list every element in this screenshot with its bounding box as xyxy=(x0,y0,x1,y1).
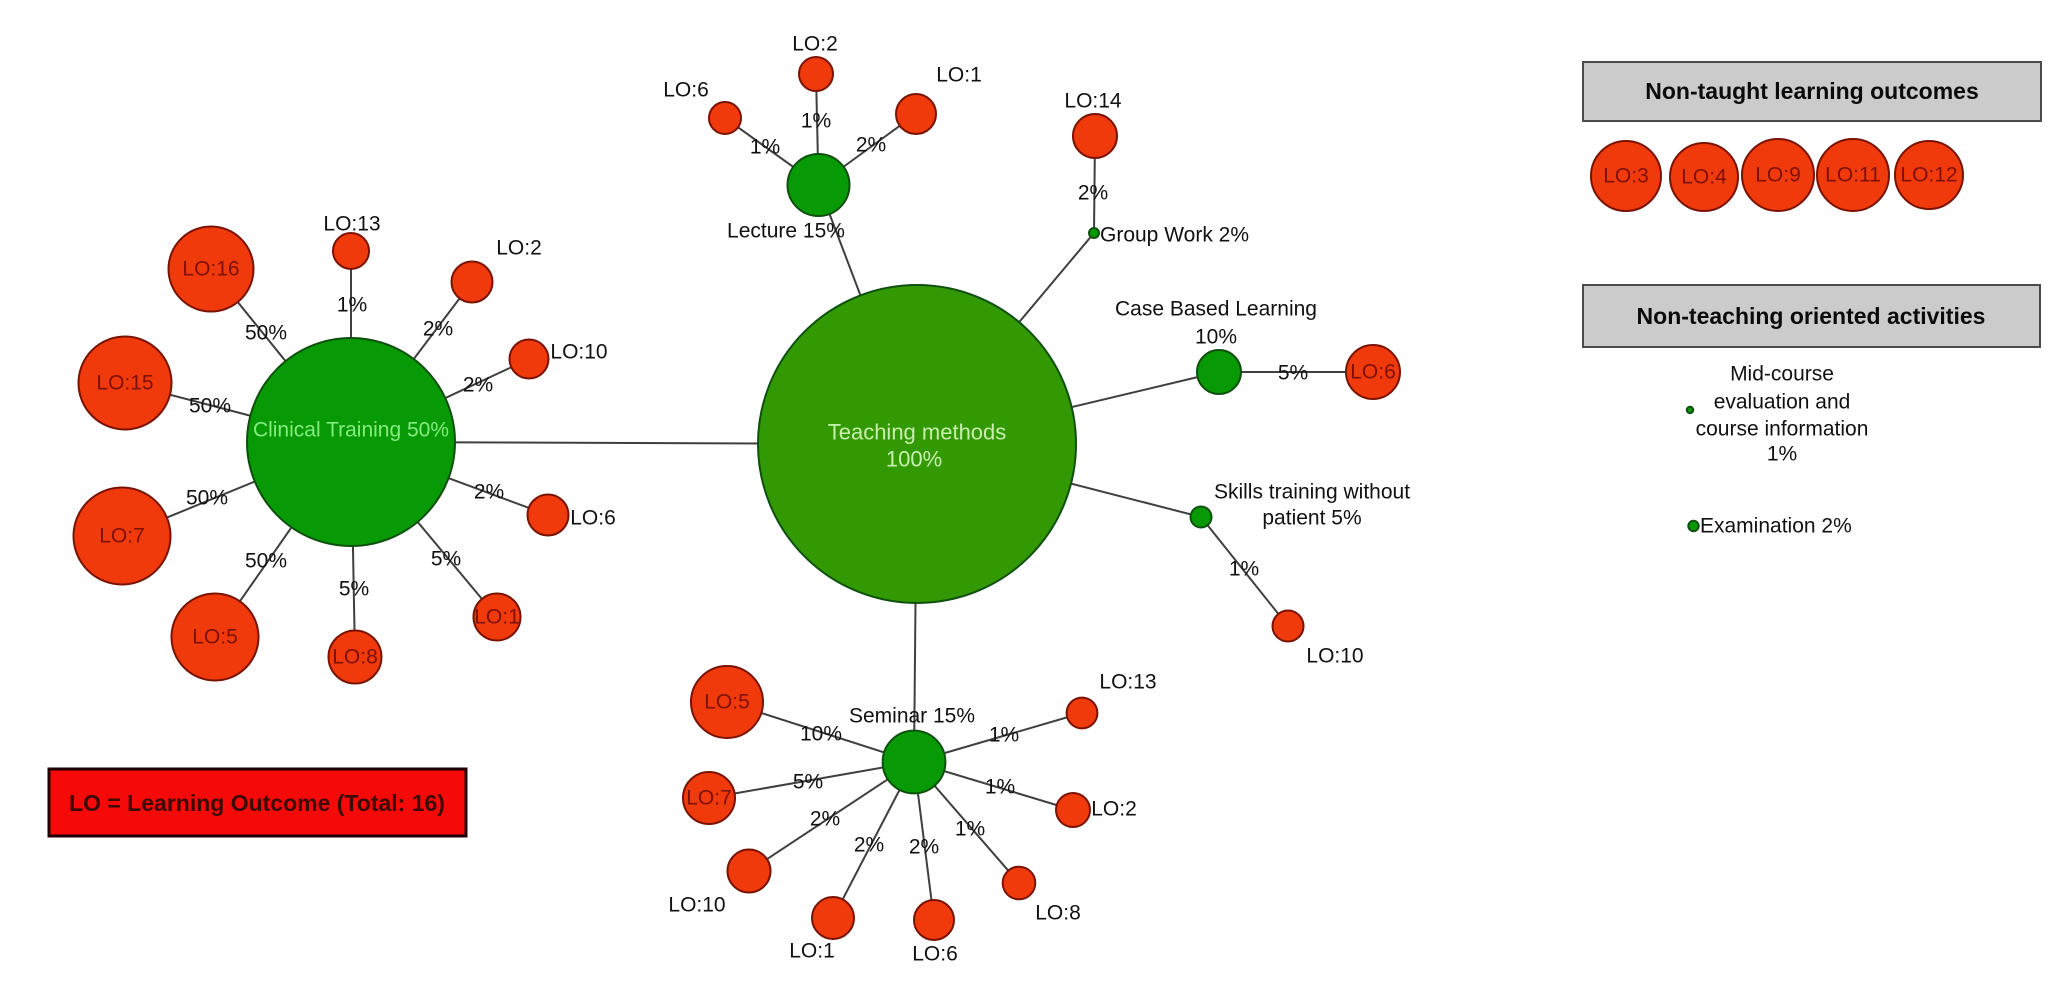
svg-text:evaluation and: evaluation and xyxy=(1714,391,1851,414)
svg-text:LO:1: LO:1 xyxy=(474,606,520,629)
svg-text:LO:7: LO:7 xyxy=(686,787,732,810)
svg-text:LO:5: LO:5 xyxy=(704,691,750,714)
svg-text:LO:10: LO:10 xyxy=(1306,645,1363,668)
svg-text:LO:15: LO:15 xyxy=(96,372,153,395)
svg-text:LO:7: LO:7 xyxy=(99,525,145,548)
svg-text:course information: course information xyxy=(1696,418,1869,441)
svg-text:50%: 50% xyxy=(189,395,231,418)
svg-text:LO:8: LO:8 xyxy=(332,646,378,669)
svg-text:1%: 1% xyxy=(750,136,780,159)
svg-text:2%: 2% xyxy=(423,318,453,341)
svg-text:LO:10: LO:10 xyxy=(668,894,725,917)
svg-text:2%: 2% xyxy=(909,836,939,859)
svg-text:LO:6: LO:6 xyxy=(570,507,616,530)
svg-text:1%: 1% xyxy=(955,818,985,841)
svg-text:LO:9: LO:9 xyxy=(1755,164,1801,187)
svg-text:LO:5: LO:5 xyxy=(192,626,238,649)
svg-text:5%: 5% xyxy=(1278,362,1308,385)
svg-text:1%: 1% xyxy=(1229,558,1259,581)
svg-text:Examination 2%: Examination 2% xyxy=(1700,515,1852,538)
svg-text:5%: 5% xyxy=(339,578,369,601)
svg-text:1%: 1% xyxy=(801,110,831,133)
svg-text:2%: 2% xyxy=(854,834,884,857)
svg-text:Mid-course: Mid-course xyxy=(1730,363,1834,386)
svg-text:5%: 5% xyxy=(793,771,823,794)
svg-text:2%: 2% xyxy=(1078,182,1108,205)
svg-text:LO:12: LO:12 xyxy=(1900,164,1957,187)
svg-text:1%: 1% xyxy=(337,294,367,317)
svg-text:Teaching methods: Teaching methods xyxy=(828,420,1007,445)
svg-text:LO:1: LO:1 xyxy=(789,940,835,963)
svg-text:Non-teaching oriented activiti: Non-teaching oriented activities xyxy=(1637,303,1986,329)
svg-text:Non-taught learning outcomes: Non-taught learning outcomes xyxy=(1645,78,1979,104)
svg-text:2%: 2% xyxy=(474,481,504,504)
svg-text:1%: 1% xyxy=(1767,443,1797,466)
svg-text:Seminar 15%: Seminar 15% xyxy=(849,705,975,728)
svg-text:LO:13: LO:13 xyxy=(1099,671,1156,694)
svg-text:LO:3: LO:3 xyxy=(1603,165,1649,188)
svg-text:LO:6: LO:6 xyxy=(663,79,709,102)
svg-text:Skills training without: Skills training without xyxy=(1214,481,1410,504)
svg-text:Clinical Training 50%: Clinical Training 50% xyxy=(253,419,449,442)
svg-text:LO:8: LO:8 xyxy=(1035,902,1081,925)
svg-text:50%: 50% xyxy=(245,550,287,573)
svg-text:LO:14: LO:14 xyxy=(1064,90,1122,113)
svg-text:2%: 2% xyxy=(463,374,493,397)
svg-text:LO:6: LO:6 xyxy=(1350,361,1396,384)
svg-text:LO:13: LO:13 xyxy=(323,213,380,236)
svg-text:10%: 10% xyxy=(800,723,842,746)
svg-text:LO:2: LO:2 xyxy=(792,33,838,56)
svg-text:10%: 10% xyxy=(1195,326,1237,349)
svg-text:LO:1: LO:1 xyxy=(936,64,982,87)
svg-text:2%: 2% xyxy=(856,134,886,157)
svg-text:50%: 50% xyxy=(186,487,228,510)
svg-text:Lecture 15%: Lecture 15% xyxy=(727,220,845,243)
svg-text:LO:4: LO:4 xyxy=(1681,166,1727,189)
svg-text:LO:10: LO:10 xyxy=(550,341,607,364)
svg-text:LO:16: LO:16 xyxy=(182,258,239,281)
svg-text:LO:11: LO:11 xyxy=(1825,164,1881,187)
svg-text:1%: 1% xyxy=(989,724,1019,747)
svg-text:100%: 100% xyxy=(886,447,942,472)
svg-text:50%: 50% xyxy=(245,322,287,345)
svg-text:LO:2: LO:2 xyxy=(496,237,542,260)
svg-text:2%: 2% xyxy=(810,808,840,831)
svg-text:patient 5%: patient 5% xyxy=(1262,507,1361,530)
svg-text:Group Work 2%: Group Work 2% xyxy=(1100,224,1249,247)
svg-text:LO:2: LO:2 xyxy=(1091,798,1137,821)
svg-text:LO = Learning Outcome (Total:: LO = Learning Outcome (Total: 16) xyxy=(69,790,445,816)
svg-text:1%: 1% xyxy=(985,776,1015,799)
svg-text:LO:6: LO:6 xyxy=(912,943,958,966)
svg-text:5%: 5% xyxy=(431,548,461,571)
svg-text:Case Based Learning: Case Based Learning xyxy=(1115,298,1317,321)
